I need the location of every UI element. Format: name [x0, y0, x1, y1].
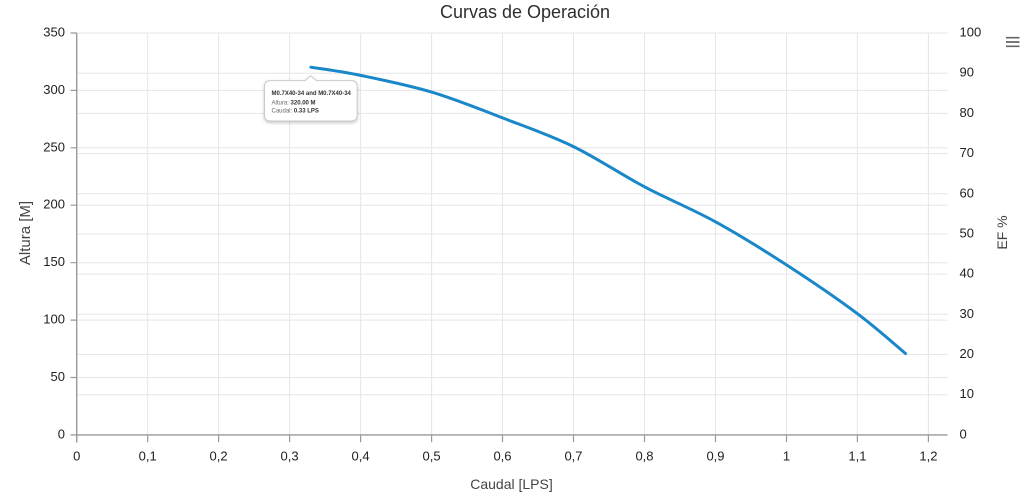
svg-text:Caudal [LPS]: Caudal [LPS]	[470, 476, 553, 492]
svg-text:200: 200	[43, 197, 65, 212]
svg-text:250: 250	[43, 139, 65, 154]
svg-text:1,1: 1,1	[848, 449, 866, 464]
svg-text:150: 150	[43, 254, 65, 269]
svg-text:10: 10	[960, 386, 974, 401]
svg-text:70: 70	[960, 145, 974, 160]
svg-text:0,5: 0,5	[423, 449, 441, 464]
svg-text:20: 20	[960, 346, 974, 361]
svg-text:1,2: 1,2	[919, 449, 937, 464]
svg-text:0,3: 0,3	[281, 449, 299, 464]
svg-text:90: 90	[960, 65, 974, 80]
svg-text:1: 1	[783, 449, 790, 464]
svg-text:0: 0	[960, 426, 967, 441]
svg-text:Curvas de Operación: Curvas de Operación	[440, 2, 610, 22]
svg-text:Altura: 320.00 M: Altura: 320.00 M	[272, 101, 316, 107]
svg-text:0,4: 0,4	[352, 449, 370, 464]
svg-text:0,6: 0,6	[493, 449, 511, 464]
svg-text:0: 0	[73, 449, 80, 464]
svg-text:350: 350	[43, 25, 65, 40]
svg-text:Caudal: 0.33 LPS: Caudal: 0.33 LPS	[272, 108, 319, 114]
svg-text:0: 0	[58, 426, 65, 441]
svg-text:80: 80	[960, 105, 974, 120]
svg-text:Altura [M]: Altura [M]	[17, 201, 34, 265]
svg-text:60: 60	[960, 185, 974, 200]
svg-text:30: 30	[960, 306, 974, 321]
svg-text:0,7: 0,7	[564, 449, 582, 464]
svg-text:100: 100	[43, 312, 65, 327]
svg-text:50: 50	[960, 225, 974, 240]
svg-text:300: 300	[43, 82, 65, 97]
svg-text:0,8: 0,8	[635, 449, 653, 464]
svg-text:0,2: 0,2	[210, 449, 228, 464]
svg-text:50: 50	[51, 369, 65, 384]
svg-text:100: 100	[960, 25, 982, 40]
svg-text:M0.7X40-34 and M0.7X40-34: M0.7X40-34 and M0.7X40-34	[272, 91, 352, 97]
svg-text:EF %: EF %	[994, 215, 1010, 249]
svg-text:0,9: 0,9	[706, 449, 724, 464]
svg-text:0,1: 0,1	[139, 449, 157, 464]
svg-text:40: 40	[960, 266, 974, 281]
